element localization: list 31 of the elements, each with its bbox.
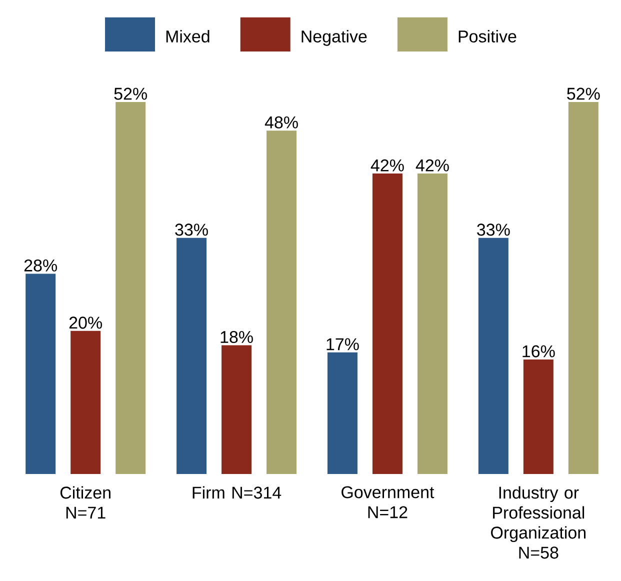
bar: [266, 130, 297, 474]
data-label: 17%: [326, 338, 359, 350]
legend-label: Negative: [302, 30, 367, 46]
data-label: 20%: [69, 316, 102, 329]
data-label: 33%: [175, 224, 208, 236]
data-label: 16%: [522, 345, 555, 358]
x-tick-label: Government N=12: [342, 486, 434, 518]
bar: [222, 345, 252, 474]
bar: [176, 238, 207, 474]
x-tick-label: Firm N=314: [192, 486, 282, 499]
legend-label: Positive: [458, 30, 516, 42]
x-tick-label: Industry or Professional Organization N=58: [491, 486, 586, 559]
data-label: 33%: [477, 224, 510, 236]
data-label: 52%: [567, 88, 600, 100]
bar: [417, 174, 448, 474]
data-label: 52%: [114, 88, 147, 100]
data-label: 42%: [416, 159, 449, 172]
bar: [372, 174, 402, 474]
bar: [478, 238, 508, 474]
x-tick-label: Citizen N=71: [60, 486, 110, 519]
bar: [116, 102, 146, 474]
bar: [26, 274, 56, 474]
bar: [523, 360, 554, 474]
bar: [568, 102, 598, 474]
bar: [70, 330, 101, 474]
data-label: 42%: [370, 159, 404, 172]
data-label: 28%: [24, 259, 57, 272]
legend-label: Mixed: [166, 30, 210, 42]
data-label: 48%: [264, 116, 298, 128]
data-label: 18%: [220, 330, 253, 344]
bar: [327, 352, 358, 474]
